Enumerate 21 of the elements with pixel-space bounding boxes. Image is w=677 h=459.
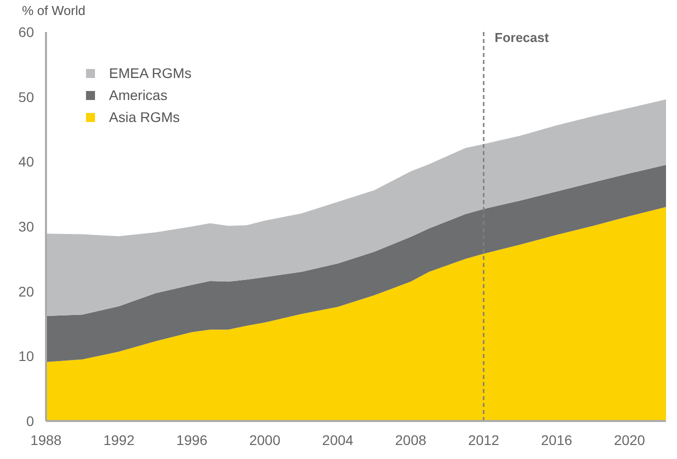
x-tick-label: 2008 [395, 432, 426, 448]
legend-label: Americas [109, 86, 168, 105]
x-tick-label: 2000 [249, 432, 281, 448]
legend-label: EMEA RGMs [109, 64, 192, 83]
y-tick-label: 60 [18, 24, 34, 40]
y-tick-label: 10 [18, 348, 34, 364]
x-tick-label: 2016 [541, 432, 572, 448]
x-tick-label: 1996 [176, 432, 208, 448]
x-tick-label: 1988 [30, 432, 62, 448]
legend-label: Asia RGMs [109, 108, 180, 127]
y-axis-title: % of World [22, 3, 86, 18]
x-tick-label: 2004 [322, 432, 354, 448]
y-tick-label: 30 [18, 218, 34, 234]
x-tick-label: 2020 [614, 432, 646, 448]
y-tick-label: 0 [26, 412, 34, 429]
x-tick-label: 1992 [103, 432, 135, 448]
ref-line-label: Forecast [494, 30, 550, 45]
y-tick-label: 20 [18, 283, 34, 300]
y-tick-label: 40 [18, 154, 34, 170]
y-tick-label: 50 [18, 88, 34, 105]
x-tick-label: 2012 [468, 432, 500, 448]
